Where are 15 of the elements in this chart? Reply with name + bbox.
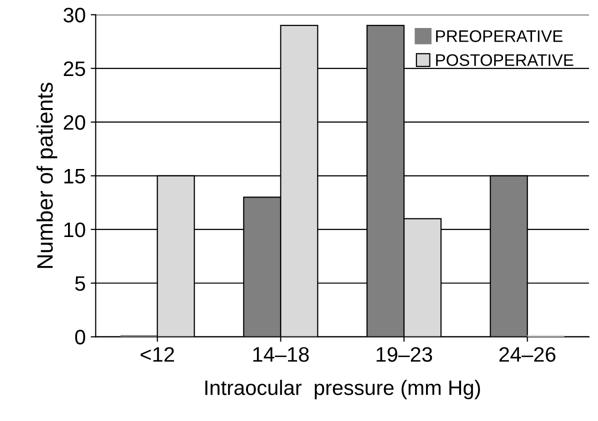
x-tick-label: 19–23 — [376, 347, 432, 362]
y-tick-label: 10 — [64, 222, 86, 238]
y-tick-label: 0 — [75, 330, 86, 345]
y-tick-label: 5 — [75, 276, 86, 291]
y-tick-label: 30 — [64, 8, 86, 22]
y-axis-title: Number of patients — [36, 82, 58, 268]
y-tick-label: 25 — [64, 61, 86, 76]
x-tick-label: <12 — [140, 347, 174, 362]
y-tick-label: 20 — [64, 115, 86, 130]
legend-label: PREOPERATIVE — [436, 30, 562, 42]
legend-label: POSTOPERATIVE — [436, 54, 574, 66]
x-axis-title: Intraocular pressure (mm Hg) — [205, 380, 480, 400]
x-tick-label: 24–26 — [499, 347, 556, 362]
x-tick-label: 14–18 — [253, 347, 309, 362]
y-tick-label: 15 — [64, 168, 86, 184]
